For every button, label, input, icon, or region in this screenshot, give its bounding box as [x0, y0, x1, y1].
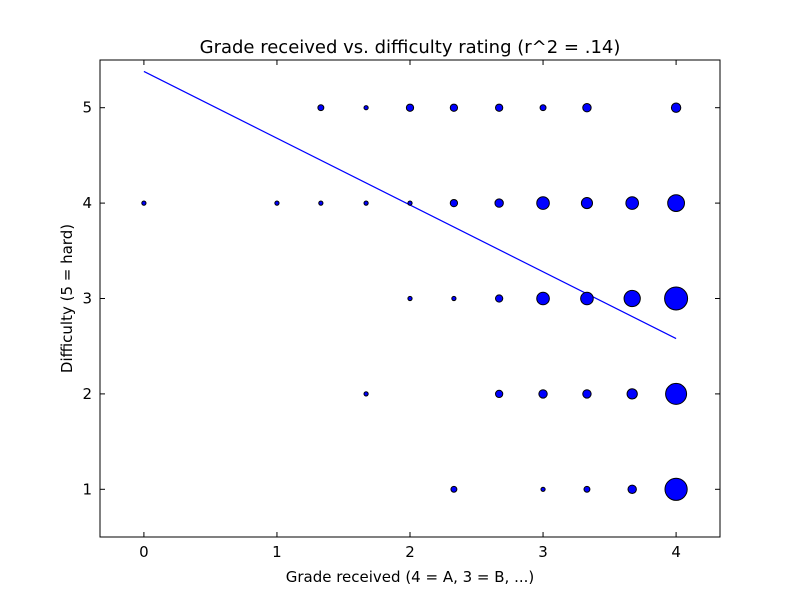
data-point: [667, 194, 685, 213]
data-point: [363, 391, 369, 397]
data-point: [538, 389, 548, 399]
data-point: [623, 289, 641, 308]
x-tick-label: 0: [139, 543, 149, 561]
data-point: [540, 486, 546, 492]
data-point: [317, 104, 325, 112]
data-point: [274, 200, 280, 206]
data-point: [627, 484, 637, 494]
data-point: [583, 485, 591, 493]
data-point: [664, 286, 689, 311]
data-point: [539, 104, 547, 112]
y-tick-label: 4: [82, 194, 92, 212]
plot-border: [99, 59, 721, 538]
data-point: [495, 294, 504, 303]
data-point: [407, 295, 413, 302]
data-point: [580, 197, 594, 210]
data-point: [626, 388, 638, 400]
data-point: [494, 198, 504, 208]
data-point: [664, 477, 688, 501]
data-point: [670, 102, 682, 113]
data-point: [450, 485, 458, 493]
data-point: [449, 103, 459, 112]
data-point: [449, 198, 459, 208]
data-point: [363, 105, 369, 111]
x-tick-label: 4: [671, 543, 681, 561]
data-point: [582, 389, 592, 399]
data-point: [495, 103, 504, 112]
y-tick-label: 5: [82, 99, 92, 117]
x-tick-label: 2: [405, 543, 415, 561]
data-point: [141, 200, 147, 206]
marks-layer: [141, 70, 689, 501]
data-point: [451, 295, 457, 302]
data-point: [405, 103, 415, 112]
data-point: [582, 103, 592, 113]
x-tick-label: 3: [538, 543, 548, 561]
axes-layer: 0 1 2 3 4 1 2 3 4 5: [82, 60, 720, 561]
data-point: [363, 200, 369, 206]
y-tick-label: 3: [82, 290, 92, 308]
y-tick-label: 1: [82, 480, 92, 498]
y-tick-label: 2: [82, 385, 92, 403]
data-point: [580, 291, 594, 306]
data-point: [536, 291, 550, 306]
data-point: [407, 200, 413, 206]
x-axis-label: Grade received (4 = A, 3 = B, ...): [286, 568, 535, 586]
data-point: [536, 196, 550, 210]
data-point: [318, 200, 324, 206]
chart-title: Grade received vs. difficulty rating (r^…: [200, 37, 621, 58]
x-tick-label: 1: [272, 543, 282, 561]
data-point: [625, 196, 639, 210]
data-point: [495, 389, 504, 399]
data-point: [665, 382, 688, 405]
y-axis-label: Difficulty (5 = hard): [58, 224, 76, 373]
